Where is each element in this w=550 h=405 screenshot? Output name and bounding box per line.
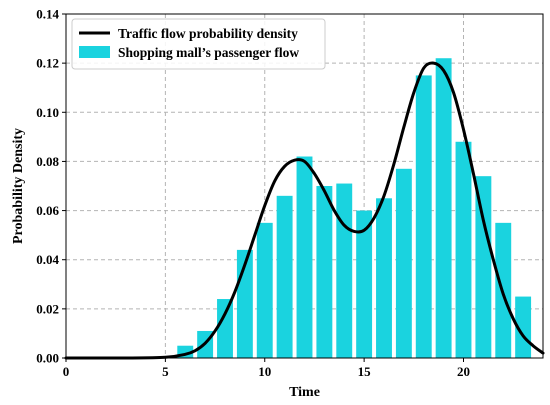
y-axis-title: Probability Density [11, 128, 26, 244]
bar [475, 176, 492, 358]
y-tick-label: 0.02 [36, 301, 59, 316]
x-tick-label: 5 [162, 364, 169, 379]
bar [276, 195, 293, 358]
bar [256, 222, 273, 358]
line-series [64, 61, 545, 360]
bar [336, 183, 353, 358]
x-axis-title: Time [289, 385, 320, 400]
legend-label-bar: Shopping mall’s passenger flow [118, 45, 299, 60]
bar [415, 75, 432, 358]
bar [356, 210, 373, 358]
x-tick-label: 20 [457, 364, 470, 379]
plot-frame [65, 13, 544, 359]
bar [217, 299, 233, 358]
density-curve [64, 61, 545, 360]
x-tick-label: 15 [358, 364, 372, 379]
legend: Traffic flow probability density Shoppin… [71, 18, 326, 70]
bar [316, 186, 333, 358]
bar [376, 198, 392, 358]
y-tick-label: 0.08 [36, 154, 59, 169]
legend-bar-swatch [79, 46, 110, 58]
bar-series [177, 58, 532, 358]
y-axis-ticks: 0.00 0.02 0.04 0.06 0.08 0.10 0.12 0.14 [36, 7, 66, 366]
bar [435, 58, 452, 358]
y-tick-label: 0.06 [36, 203, 59, 218]
bar [455, 141, 472, 358]
y-tick-label: 0.04 [36, 252, 59, 267]
y-tick-label: 0.00 [36, 351, 59, 366]
bar [515, 296, 532, 358]
y-tick-label: 0.14 [36, 7, 59, 22]
x-tick-label: 0 [63, 364, 70, 379]
legend-label-line: Traffic flow probability density [118, 26, 298, 41]
bar [296, 156, 313, 358]
x-axis-ticks: 0 5 10 15 20 [63, 358, 470, 379]
x-tick-label: 10 [258, 364, 271, 379]
bar [395, 168, 412, 358]
y-tick-label: 0.12 [36, 56, 59, 71]
legend-box [71, 18, 326, 70]
y-tick-label: 0.10 [36, 105, 59, 120]
